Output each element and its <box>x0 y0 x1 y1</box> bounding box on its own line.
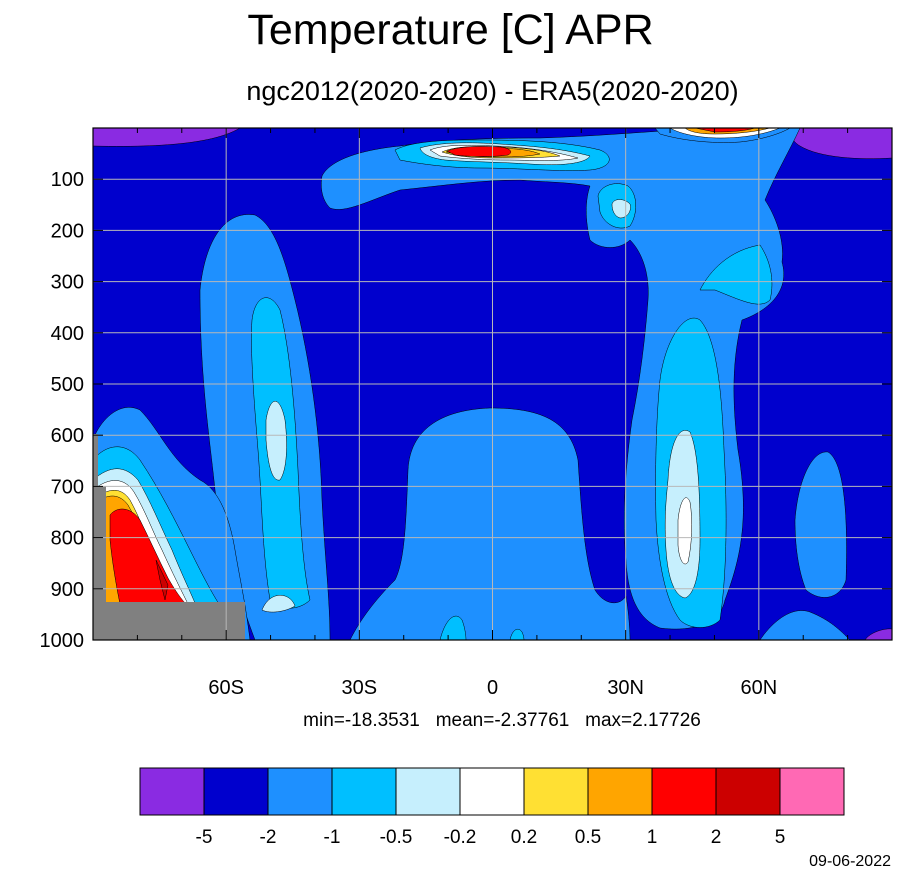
contour-arctic-low <box>759 610 851 640</box>
chart-subtitle: ngc2012(2020-2020) - ERA5(2020-2020) <box>246 76 739 106</box>
colorbar-swatch <box>459 767 525 816</box>
y-tick-label: 900 <box>51 579 84 601</box>
colorbar-label: 0.5 <box>575 827 601 848</box>
contour-arctic-blob <box>794 451 847 598</box>
x-tick-label: 60N <box>740 677 777 699</box>
date-label: 09-06-2022 <box>809 853 891 870</box>
colorbar-swatch <box>587 767 653 816</box>
colorbar-swatch <box>267 767 333 816</box>
contour-north-wedge <box>699 244 773 305</box>
colorbar-label: -0.5 <box>380 827 413 848</box>
colorbar-swatch <box>715 767 781 816</box>
contour-purple-bottomright <box>864 628 892 640</box>
y-tick-label: 100 <box>51 169 84 191</box>
y-tick-label: 500 <box>51 374 84 396</box>
colorbar-label: 2 <box>711 827 722 848</box>
y-tick-label: 400 <box>51 323 84 345</box>
colorbar-swatch <box>203 767 269 816</box>
contour-trop-spot1 <box>439 615 467 640</box>
y-tick-label: 700 <box>51 476 84 498</box>
missing-data-mask <box>93 434 245 640</box>
colorbar-label: 1 <box>647 827 658 848</box>
colorbar-label: 0.2 <box>511 827 537 848</box>
colorbar-label: -5 <box>196 827 213 848</box>
y-tick-label: 1000 <box>40 630 85 652</box>
contour-purple-topleft <box>93 128 241 147</box>
colorbar-label: -1 <box>324 827 341 848</box>
y-tick-label: 600 <box>51 425 84 447</box>
colorbar-swatch <box>779 767 845 816</box>
colorbar-label: 5 <box>775 827 786 848</box>
colorbar-swatch <box>331 767 397 816</box>
colorbar-label: -2 <box>260 827 277 848</box>
contour-antarctic-red <box>109 508 187 605</box>
stats-line: min=-18.3531 mean=-2.37761 max=2.17726 <box>303 710 701 731</box>
contour-north-tower-white <box>677 497 692 565</box>
contour-antarctic-darkred <box>155 559 169 601</box>
contour-tropical-dome <box>349 407 631 640</box>
contour-south-pale-low <box>261 595 296 613</box>
y-tick-label: 800 <box>51 528 84 550</box>
x-tick-label: 60S <box>208 677 244 699</box>
axis-ticks <box>92 128 893 641</box>
colorbar-swatch <box>139 767 205 816</box>
colorbar: -5 -2 -1 -0.5 -0.2 0.2 0.5 1 2 5 <box>139 767 845 848</box>
x-tick-label: 30S <box>342 677 378 699</box>
contour-south-tower-pale <box>265 401 287 481</box>
x-tick-label: 30N <box>607 677 644 699</box>
x-tick-label: 0 <box>487 677 498 699</box>
y-tick-label: 300 <box>51 272 84 294</box>
colorbar-swatch <box>651 767 717 816</box>
grid-lines <box>93 128 892 641</box>
contour-upper-red <box>446 146 511 157</box>
y-tick-label: 200 <box>51 220 84 242</box>
colorbar-swatch <box>395 767 461 816</box>
colorbar-label: -0.2 <box>444 827 477 848</box>
chart-title: Temperature [C] APR <box>247 6 654 54</box>
colorbar-swatch <box>523 767 589 816</box>
